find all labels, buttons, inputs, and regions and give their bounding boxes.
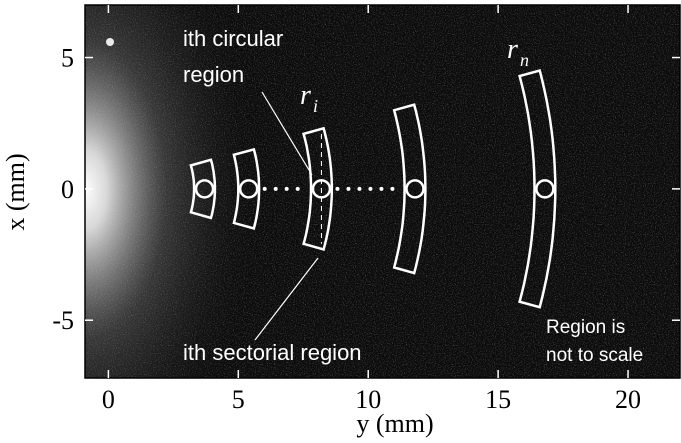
annotation: not to scale — [546, 345, 643, 366]
y-tick-label: -5 — [52, 306, 74, 335]
bright-spot — [106, 38, 114, 46]
annotation: region — [183, 62, 244, 87]
x-tick-label: 15 — [485, 385, 511, 414]
x-tick-label: 5 — [232, 385, 245, 414]
annotation: Region is — [546, 317, 625, 338]
annotation: r — [507, 34, 518, 65]
annotation: ith circular — [183, 26, 283, 51]
annotation: r — [300, 80, 311, 111]
x-tick-label: 0 — [102, 385, 115, 414]
annotation: n — [520, 50, 529, 70]
annotation: i — [313, 96, 318, 116]
x-tick-label: 20 — [615, 385, 641, 414]
annotation: ith sectorial region — [183, 340, 362, 365]
y-tick-label: 5 — [61, 44, 74, 73]
y-axis-label: x (mm) — [1, 153, 30, 230]
figure: ith circular region r i r n ith sectoria… — [0, 0, 681, 443]
y-tick-label: 0 — [61, 175, 74, 204]
x-tick-label: 10 — [355, 385, 381, 414]
